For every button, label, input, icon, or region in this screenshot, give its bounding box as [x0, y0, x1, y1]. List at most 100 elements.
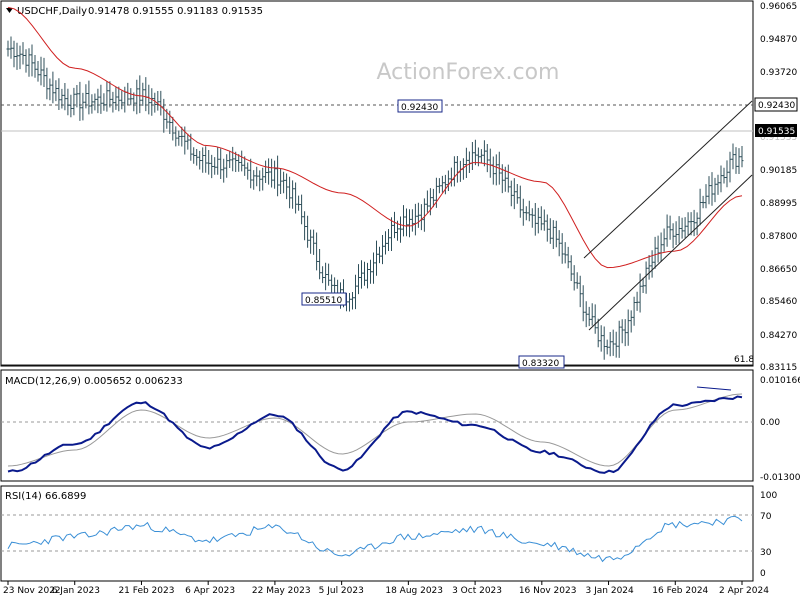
main-y-axis: 0.96065 0.94870 0.93720 0.91535 0.90185 … [760, 2, 797, 373]
price-bar [219, 148, 223, 179]
rsi-y-tick: 70 [760, 512, 772, 522]
price-bar [84, 84, 88, 109]
price-bar [282, 171, 286, 194]
price-bar [360, 260, 363, 289]
price-bar [722, 167, 726, 184]
price-bar [608, 332, 612, 357]
price-bar [671, 223, 675, 249]
price-bar [90, 94, 94, 114]
y-tick: 0.87800 [760, 232, 797, 242]
price-bar [408, 209, 411, 238]
price-bar [515, 184, 519, 204]
price-bar [264, 160, 268, 183]
price-bar [650, 250, 654, 278]
price-bar [228, 150, 232, 168]
price-bar [491, 156, 495, 185]
price-bar [644, 261, 648, 294]
price-bar [321, 266, 325, 284]
price-bar [111, 91, 115, 113]
rsi-y-axis: 100 70 30 0 [760, 491, 777, 579]
price-bar [402, 205, 405, 237]
price-bar [189, 133, 193, 161]
price-bar [72, 87, 76, 116]
current-price-tag-label: 0.91535 [758, 127, 795, 137]
price-bar [638, 273, 642, 313]
price-bar [60, 88, 64, 109]
price-bar [117, 86, 121, 112]
price-bar [716, 174, 720, 195]
price-bar [710, 172, 714, 206]
price-bar [725, 160, 729, 188]
price-bar [186, 133, 190, 150]
price-bar [596, 318, 600, 348]
macd-signal-line [7, 393, 743, 467]
price-bar [201, 147, 205, 173]
price-bar [24, 49, 28, 73]
price-bar [662, 228, 666, 252]
x-tick-label: 3 Oct 2023 [452, 586, 502, 596]
price-bar [416, 202, 420, 228]
price-bar [584, 301, 588, 328]
current-price-tag [755, 124, 797, 137]
price-bar [96, 88, 100, 114]
price-bar [318, 249, 322, 280]
price-bar [222, 158, 226, 183]
price-bar [719, 165, 723, 193]
price-bar [192, 147, 196, 164]
price-bar [87, 80, 91, 115]
price-bar [12, 40, 16, 68]
price-bar [647, 255, 651, 280]
price-bar [399, 216, 402, 243]
price-bar [521, 198, 525, 226]
price-bar [563, 242, 567, 264]
price-bar [740, 146, 744, 168]
price-bar [207, 150, 211, 175]
annotation-label: 0.83320 [522, 359, 559, 369]
price-bar [69, 94, 73, 118]
macd-y-tick: 0.00 [760, 418, 780, 428]
price-bar [674, 221, 678, 245]
price-bar [482, 140, 486, 167]
price-bar [261, 167, 265, 191]
price-bar [231, 146, 235, 172]
price-bar [473, 139, 477, 166]
price-bar [629, 310, 633, 333]
price-bar [665, 214, 669, 247]
macd-title: MACD(12,26,9) 0.005652 0.006233 [5, 376, 183, 387]
price-bar [357, 264, 360, 295]
price-bar [506, 164, 510, 193]
annotation-box [397, 99, 443, 113]
annotation-box [518, 355, 565, 369]
price-bar [686, 212, 690, 236]
price-bar [533, 203, 537, 236]
collapse-triangle-icon[interactable] [6, 8, 13, 13]
price-bar [464, 147, 468, 178]
price-bar [57, 78, 61, 110]
price-bar [138, 75, 142, 114]
price-bar [108, 81, 112, 108]
y-tick: 0.91535 [760, 133, 797, 143]
macd-y-axis: 0.010166 0.00 -0.013006 [760, 376, 800, 483]
level-price-tag-label: 0.92430 [758, 101, 795, 111]
price-bar [93, 93, 97, 111]
price-bar [485, 144, 489, 173]
price-bar [45, 67, 49, 100]
price-bar [410, 209, 414, 232]
price-bar [327, 263, 331, 286]
price-bar [216, 147, 220, 175]
price-bar [566, 246, 570, 269]
annotation-label: 0.85510 [305, 296, 342, 306]
price-bar [33, 55, 37, 78]
y-tick: 0.94870 [760, 35, 797, 45]
y-tick: 0.84270 [760, 331, 797, 341]
y-tick: 0.96065 [760, 2, 797, 12]
x-tick-label: 6 Jan 2023 [52, 586, 100, 596]
price-bar [270, 158, 274, 188]
price-bar [276, 155, 280, 197]
price-bar [479, 149, 483, 164]
moving-average-line [7, 6, 743, 269]
price-bar [306, 215, 310, 248]
price-bar [554, 220, 558, 248]
